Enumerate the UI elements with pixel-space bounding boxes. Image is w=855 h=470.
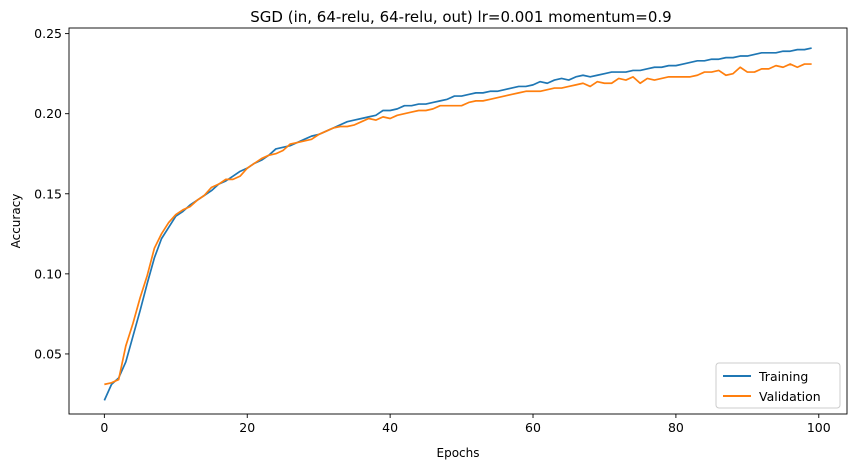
x-tick-label: 20 <box>239 420 255 435</box>
y-axis-ticks: 0.05 0.10 0.15 0.20 0.25 <box>34 26 69 361</box>
x-tick-label: 80 <box>668 420 684 435</box>
y-tick-label: 0.15 <box>34 186 62 201</box>
y-tick-label: 0.25 <box>34 26 62 41</box>
plot-area <box>68 27 848 415</box>
x-axis-ticks: 0 20 40 60 80 100 <box>100 414 831 435</box>
x-tick-label: 40 <box>382 420 398 435</box>
x-tick-label: 60 <box>525 420 541 435</box>
legend: Training Validation <box>715 362 841 409</box>
legend-label-validation: Validation <box>759 389 821 404</box>
x-axis-label: Epochs <box>437 446 480 460</box>
x-tick-label: 0 <box>100 420 108 435</box>
series-line-validation <box>104 63 812 386</box>
legend-label-training: Training <box>758 369 808 384</box>
y-tick-label: 0.10 <box>34 266 62 281</box>
x-tick-label: 100 <box>807 420 831 435</box>
chart-title: SGD (in, 64-relu, 64-relu, out) lr=0.001… <box>250 8 671 26</box>
y-tick-label: 0.05 <box>34 346 62 361</box>
y-tick-label: 0.20 <box>34 106 62 121</box>
series-layer <box>103 47 812 401</box>
y-axis-label: Accuracy <box>9 194 23 249</box>
plot-frame <box>68 27 848 415</box>
series-line-training <box>103 47 812 401</box>
